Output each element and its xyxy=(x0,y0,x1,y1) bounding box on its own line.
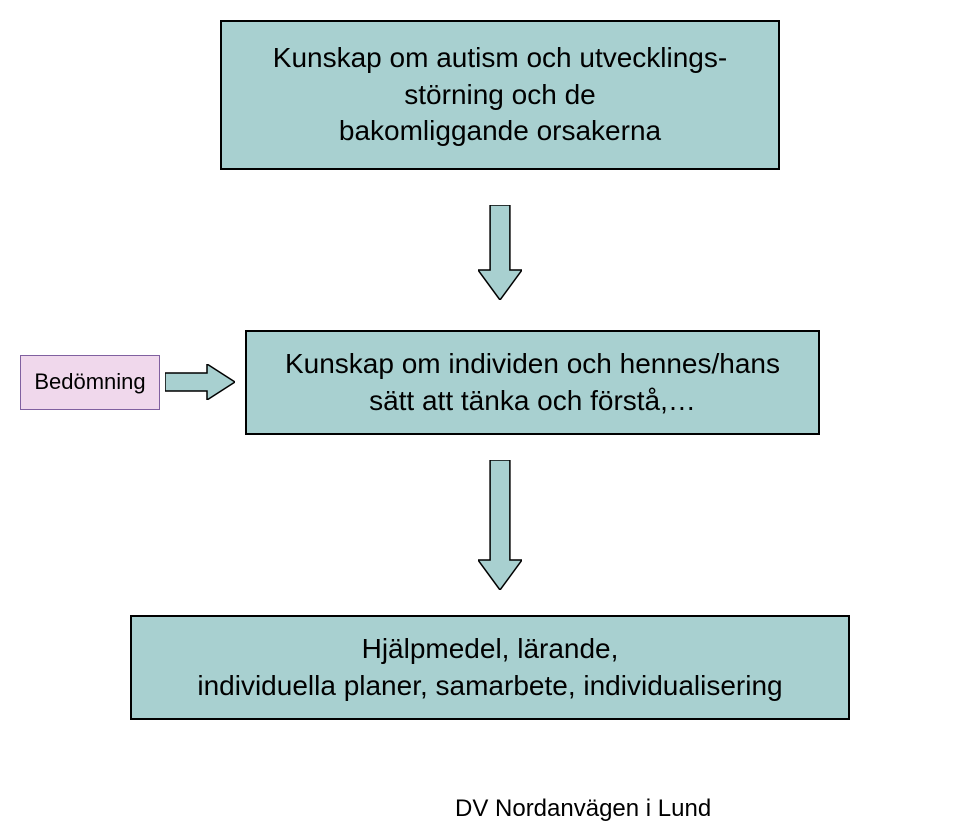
node-side-bedomning: Bedömning xyxy=(20,355,160,410)
arrow-down-icon xyxy=(478,205,522,300)
node-middle: Kunskap om individen och hennes/hans sät… xyxy=(245,330,820,435)
footer-text: DV Nordanvägen i Lund xyxy=(455,795,711,823)
arrow-down-icon xyxy=(478,460,522,590)
arrow-side-to-mid xyxy=(165,364,235,400)
node-top: Kunskap om autism och utvecklings- störn… xyxy=(220,20,780,170)
arrow-right-icon xyxy=(165,364,235,400)
arrow-top-to-mid xyxy=(478,205,522,300)
node-bottom: Hjälpmedel, lärande, individuella planer… xyxy=(130,615,850,720)
arrow-mid-to-bottom xyxy=(478,460,522,590)
